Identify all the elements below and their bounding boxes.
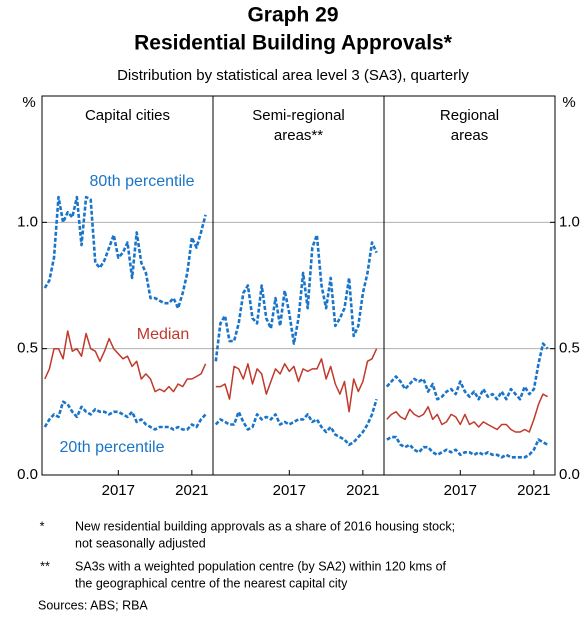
- y-unit: %: [562, 94, 575, 111]
- chart-title: Residential Building Approvals*: [134, 32, 453, 55]
- chart-subtitle: Distribution by statistical area level 3…: [117, 67, 469, 84]
- series-line: [385, 342, 549, 401]
- note-text: SA3s with a weighted population centre (…: [75, 559, 447, 573]
- chart-title: Graph 29: [247, 4, 338, 27]
- series-line: [43, 195, 207, 310]
- panel-frame: [383, 95, 556, 476]
- x-tick-label: 2021: [346, 482, 379, 499]
- x-tick-label: 2021: [175, 482, 208, 499]
- note-mark: *: [40, 519, 45, 533]
- y-tick-label: 1.0: [559, 213, 580, 230]
- y-tick-label: 1.0: [17, 213, 38, 230]
- y-tick-label: 0.0: [17, 466, 38, 483]
- series-line: [386, 393, 548, 433]
- panel-title: Capital cities: [85, 107, 170, 124]
- panel-frame: [212, 95, 385, 476]
- note-text: the geographical centre of the nearest c…: [75, 576, 348, 590]
- panel-title: areas: [451, 127, 489, 144]
- x-tick-label: 2021: [517, 482, 550, 499]
- series-label: 80th percentile: [90, 173, 195, 190]
- note-text: not seasonally adjusted: [75, 536, 206, 550]
- panel-title: Regional: [440, 107, 499, 124]
- series-line: [43, 400, 207, 431]
- series-line: [44, 330, 207, 393]
- series-label: Median: [137, 326, 189, 343]
- series-line: [386, 435, 549, 459]
- note-text: New residential building approvals as a …: [75, 519, 455, 533]
- x-tick-label: 2017: [273, 482, 306, 499]
- panel-title: Semi-regional: [252, 107, 345, 124]
- series-line: [214, 398, 378, 446]
- series-line: [215, 348, 378, 413]
- series-line: [214, 233, 378, 362]
- sources: Sources: ABS; RBA: [38, 598, 148, 612]
- x-tick-label: 2017: [444, 482, 477, 499]
- panel-title: areas**: [274, 127, 323, 144]
- note-mark: **: [40, 559, 50, 573]
- y-tick-label: 0.5: [17, 340, 38, 357]
- y-unit: %: [22, 94, 35, 111]
- y-tick-label: 0.0: [559, 466, 580, 483]
- x-tick-label: 2017: [102, 482, 135, 499]
- series-label: 20th percentile: [60, 439, 165, 456]
- y-tick-label: 0.5: [559, 340, 580, 357]
